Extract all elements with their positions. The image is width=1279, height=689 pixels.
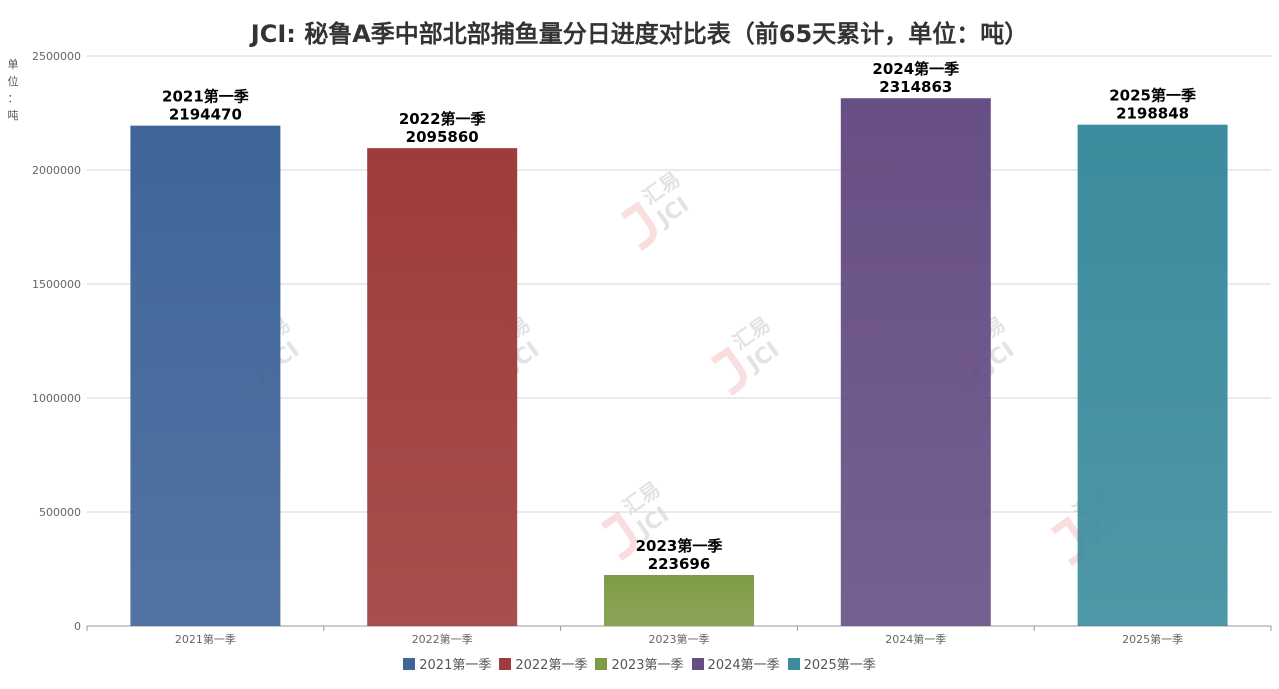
bar-label-value: 2314863 bbox=[879, 78, 952, 96]
y-tick-label: 2500000 bbox=[32, 50, 81, 63]
y-tick-label: 1000000 bbox=[32, 392, 81, 405]
legend-swatch bbox=[595, 658, 608, 670]
bar-label-name: 2022第一季 bbox=[399, 110, 486, 128]
x-tick-label: 2025第一季 bbox=[1122, 632, 1183, 646]
bar bbox=[604, 574, 754, 626]
chart-title: JCI: 秘鲁A季中部北部捕鱼量分日进度对比表（前65天累计，单位：吨） bbox=[250, 20, 1029, 48]
watermark-layer: 汇易JCI汇易JCI汇易JCI汇易JCI汇易JCI汇易JCI汇易JCI bbox=[230, 167, 1124, 567]
legend-item[interactable]: 2024第一季 bbox=[691, 654, 780, 673]
bar bbox=[1077, 124, 1228, 626]
legend-label: 2025第一季 bbox=[803, 658, 876, 673]
y-tick-label: 1500000 bbox=[32, 278, 81, 291]
bar-label-value: 223696 bbox=[648, 555, 711, 573]
bar bbox=[367, 148, 518, 626]
x-tick-label: 2024第一季 bbox=[885, 632, 946, 646]
legend-label: 2021第一季 bbox=[419, 658, 492, 673]
legend-swatch bbox=[691, 658, 704, 670]
axes: 0 500000 1000000 1500000 2000000 2500000 2021第… bbox=[32, 50, 1272, 646]
bar-label-value: 2095860 bbox=[406, 128, 479, 146]
legend: 2021第一季 2022第一季 2023第一季 2024第一季 2025第一季 bbox=[0, 654, 1279, 673]
legend-swatch bbox=[403, 658, 416, 670]
bar-label-name: 2024第一季 bbox=[872, 60, 959, 78]
bar-label-name: 2021第一季 bbox=[162, 88, 249, 106]
x-tick-label: 2022第一季 bbox=[412, 632, 473, 646]
bar-label-value: 2194470 bbox=[169, 106, 242, 124]
legend-item[interactable]: 2022第一季 bbox=[499, 654, 587, 673]
y-tick-label: 2000000 bbox=[32, 164, 81, 177]
x-tick-label: 2023第一季 bbox=[649, 632, 710, 646]
legend-label: 2024第一季 bbox=[707, 658, 780, 673]
legend-item[interactable]: 2025第一季 bbox=[787, 654, 876, 673]
legend-label: 2023第一季 bbox=[611, 658, 684, 673]
legend-item[interactable]: 2021第一季 bbox=[403, 654, 491, 673]
legend-label: 2022第一季 bbox=[515, 658, 588, 673]
legend-item[interactable]: 2023第一季 bbox=[595, 654, 684, 673]
y-tick-label: 500000 bbox=[39, 506, 81, 519]
y-axis-unit-label: 单位：吨 bbox=[7, 58, 19, 122]
grid-lines bbox=[87, 55, 1271, 627]
x-tick-label: 2021第一季 bbox=[175, 632, 236, 646]
bar-label-name: 2025第一季 bbox=[1109, 87, 1196, 105]
y-tick-label: 0 bbox=[74, 620, 81, 633]
bar-label-name: 2023第一季 bbox=[636, 537, 723, 555]
bars-group bbox=[130, 98, 1228, 627]
bar-label-value: 2198848 bbox=[1116, 105, 1189, 123]
bar bbox=[130, 125, 281, 627]
legend-swatch bbox=[787, 658, 800, 670]
bar bbox=[840, 98, 991, 626]
legend-swatch bbox=[499, 658, 512, 670]
